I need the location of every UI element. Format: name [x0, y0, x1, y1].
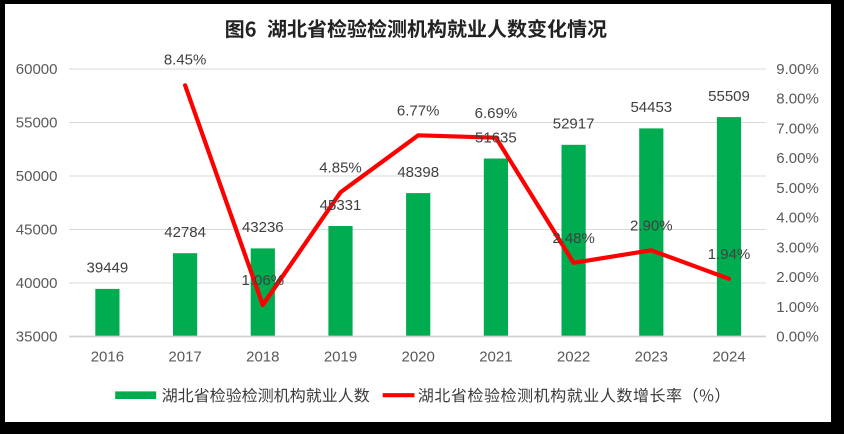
- svg-text:7.00%: 7.00%: [776, 120, 819, 137]
- svg-text:2.00%: 2.00%: [776, 269, 819, 286]
- svg-text:6.00%: 6.00%: [776, 150, 819, 167]
- svg-text:60000: 60000: [16, 61, 58, 78]
- svg-text:4.85%: 4.85%: [319, 160, 362, 177]
- svg-text:2021: 2021: [479, 349, 512, 366]
- svg-text:1.06%: 1.06%: [242, 272, 285, 289]
- svg-text:54453: 54453: [630, 99, 672, 116]
- svg-text:45331: 45331: [320, 197, 362, 214]
- svg-text:2022: 2022: [557, 349, 590, 366]
- svg-text:5.00%: 5.00%: [776, 180, 819, 197]
- svg-text:48398: 48398: [397, 164, 439, 181]
- svg-text:0.00%: 0.00%: [776, 329, 819, 346]
- svg-text:3.00%: 3.00%: [776, 239, 819, 256]
- svg-text:50000: 50000: [16, 168, 58, 185]
- svg-text:2.90%: 2.90%: [630, 218, 673, 235]
- svg-text:8.45%: 8.45%: [164, 52, 207, 69]
- svg-text:8.00%: 8.00%: [776, 91, 819, 108]
- svg-text:42784: 42784: [164, 224, 206, 241]
- svg-text:2020: 2020: [402, 349, 435, 366]
- svg-text:1.00%: 1.00%: [776, 299, 819, 316]
- svg-text:2017: 2017: [168, 349, 201, 366]
- svg-text:2023: 2023: [635, 349, 668, 366]
- svg-text:9.00%: 9.00%: [776, 61, 819, 78]
- svg-text:55509: 55509: [708, 88, 750, 105]
- svg-text:55000: 55000: [16, 115, 58, 132]
- svg-text:1.94%: 1.94%: [708, 246, 751, 263]
- svg-text:52917: 52917: [553, 116, 595, 133]
- svg-text:2019: 2019: [324, 349, 357, 366]
- svg-text:35000: 35000: [16, 329, 58, 346]
- svg-text:39449: 39449: [87, 260, 129, 277]
- svg-text:2.48%: 2.48%: [552, 230, 595, 247]
- svg-text:4.00%: 4.00%: [776, 210, 819, 227]
- svg-text:6.77%: 6.77%: [397, 103, 440, 120]
- svg-text:51635: 51635: [475, 129, 517, 146]
- svg-text:40000: 40000: [16, 275, 58, 292]
- svg-text:2024: 2024: [712, 349, 745, 366]
- svg-text:45000: 45000: [16, 222, 58, 239]
- svg-text:43236: 43236: [242, 219, 284, 236]
- svg-text:2018: 2018: [246, 349, 279, 366]
- svg-text:2016: 2016: [91, 349, 124, 366]
- svg-text:6.69%: 6.69%: [475, 105, 518, 122]
